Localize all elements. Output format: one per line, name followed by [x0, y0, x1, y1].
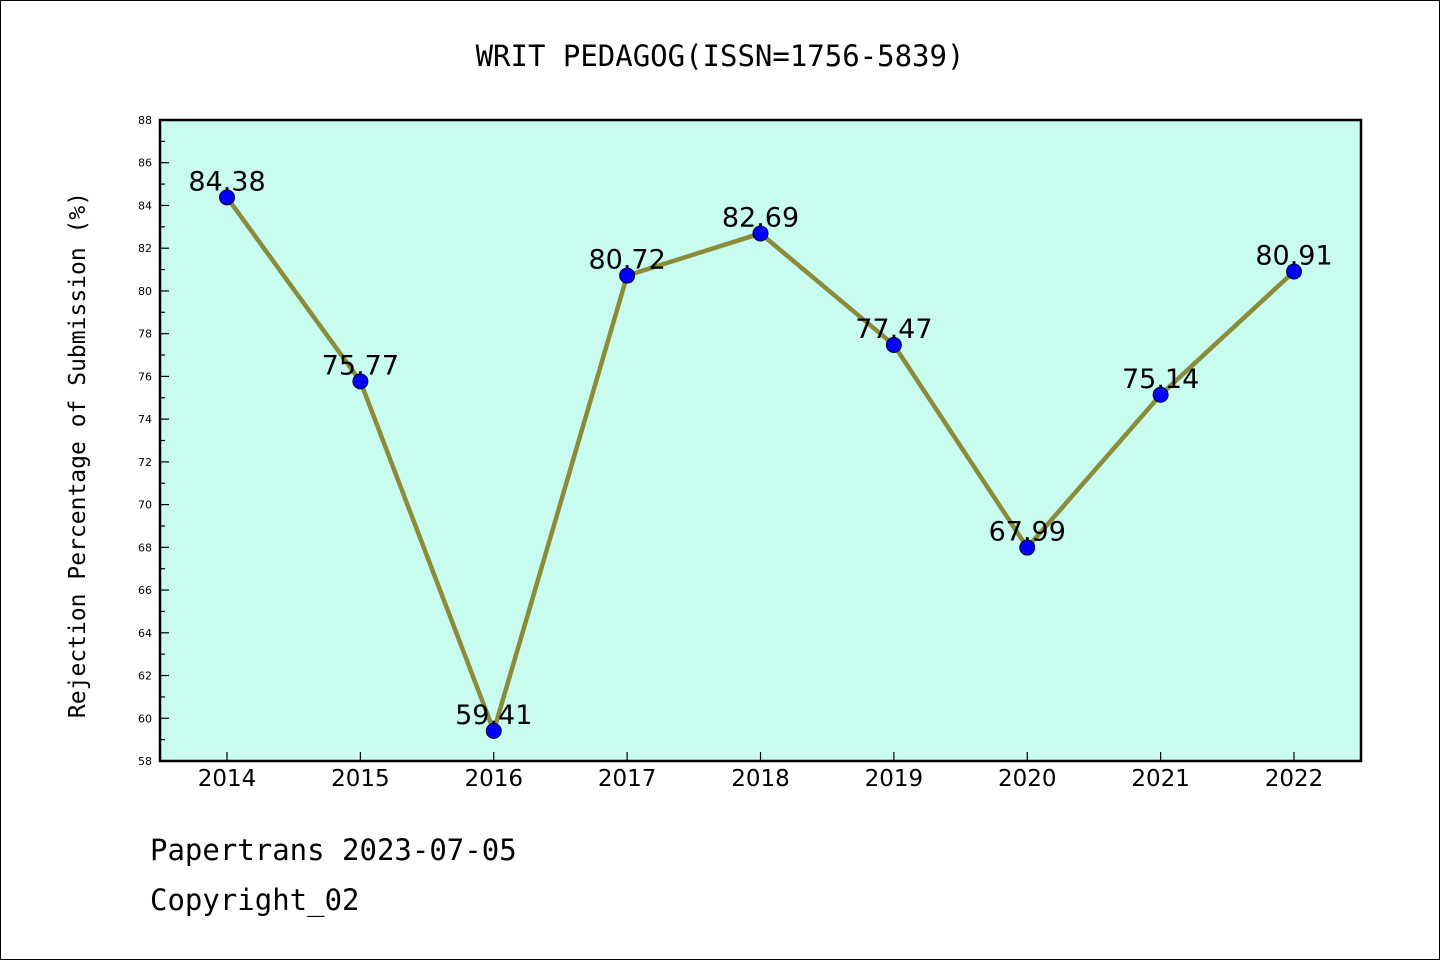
data-point: [1152, 386, 1169, 403]
data-label: 82.69: [722, 202, 799, 233]
data-label: 67.99: [989, 517, 1066, 548]
footer-copyright: Copyright_02: [150, 883, 360, 917]
y-tick-label: 86: [138, 157, 152, 170]
series-markers: [219, 189, 1302, 739]
data-label: 80.72: [588, 245, 665, 276]
data-label: 75.14: [1122, 364, 1199, 395]
y-axis-label: Rejection Percentage of Submission (%): [65, 192, 91, 718]
y-tick-label: 70: [138, 499, 152, 512]
x-tick-label: 2019: [865, 766, 924, 792]
x-tick-label: 2020: [998, 766, 1057, 792]
data-label: 80.91: [1255, 240, 1332, 271]
y-tick-label: 84: [138, 199, 152, 212]
y-tick-label: 82: [138, 242, 152, 255]
data-label: 59.41: [455, 700, 532, 731]
x-tick-label: 2022: [1265, 766, 1324, 792]
x-tick-label: 2015: [331, 766, 390, 792]
y-tick-label: 80: [138, 285, 152, 298]
y-tick-label: 62: [138, 670, 152, 683]
data-label: 77.47: [855, 314, 932, 345]
data-point: [1286, 263, 1302, 280]
data-label: 75.77: [322, 350, 399, 381]
data-point: [619, 267, 636, 284]
footer-date: Papertrans 2023-07-05: [150, 833, 517, 867]
x-tick-label: 2016: [464, 766, 523, 792]
data-point: [752, 225, 769, 242]
data-point: [219, 189, 235, 206]
y-tick-label: 88: [138, 114, 152, 127]
plot-border: [158, 118, 1363, 763]
x-tick-label: 2021: [1131, 766, 1190, 792]
y-tick-label: 64: [138, 627, 152, 640]
data-point: [885, 336, 902, 353]
y-tick-label: 60: [138, 712, 152, 725]
data-point: [485, 722, 502, 739]
y-tick-label: 72: [138, 456, 152, 469]
chart-title: WRIT PEDAGOG(ISSN=1756-5839): [476, 39, 965, 73]
x-tick-label: 2014: [198, 766, 257, 792]
x-axis-ticks: 2014 2015 2016 2017 2018 2019 2020 2021 2022: [198, 752, 1324, 792]
data-point: [352, 373, 369, 390]
y-tick-label: 66: [138, 584, 152, 597]
x-tick-label: 2017: [598, 766, 657, 792]
x-tick-label: 2018: [731, 766, 790, 792]
y-tick-label: 76: [138, 370, 152, 383]
data-label: 84.38: [188, 166, 265, 197]
y-tick-label: 78: [138, 328, 152, 341]
data-labels: 84.38 75.77 59.41 80.72 82.69 77.47 67.99 75.14…: [188, 166, 1332, 731]
data-point: [1019, 539, 1036, 556]
y-tick-label: 58: [138, 755, 152, 768]
y-tick-label: 74: [138, 413, 152, 426]
y-tick-label: 68: [138, 541, 152, 554]
